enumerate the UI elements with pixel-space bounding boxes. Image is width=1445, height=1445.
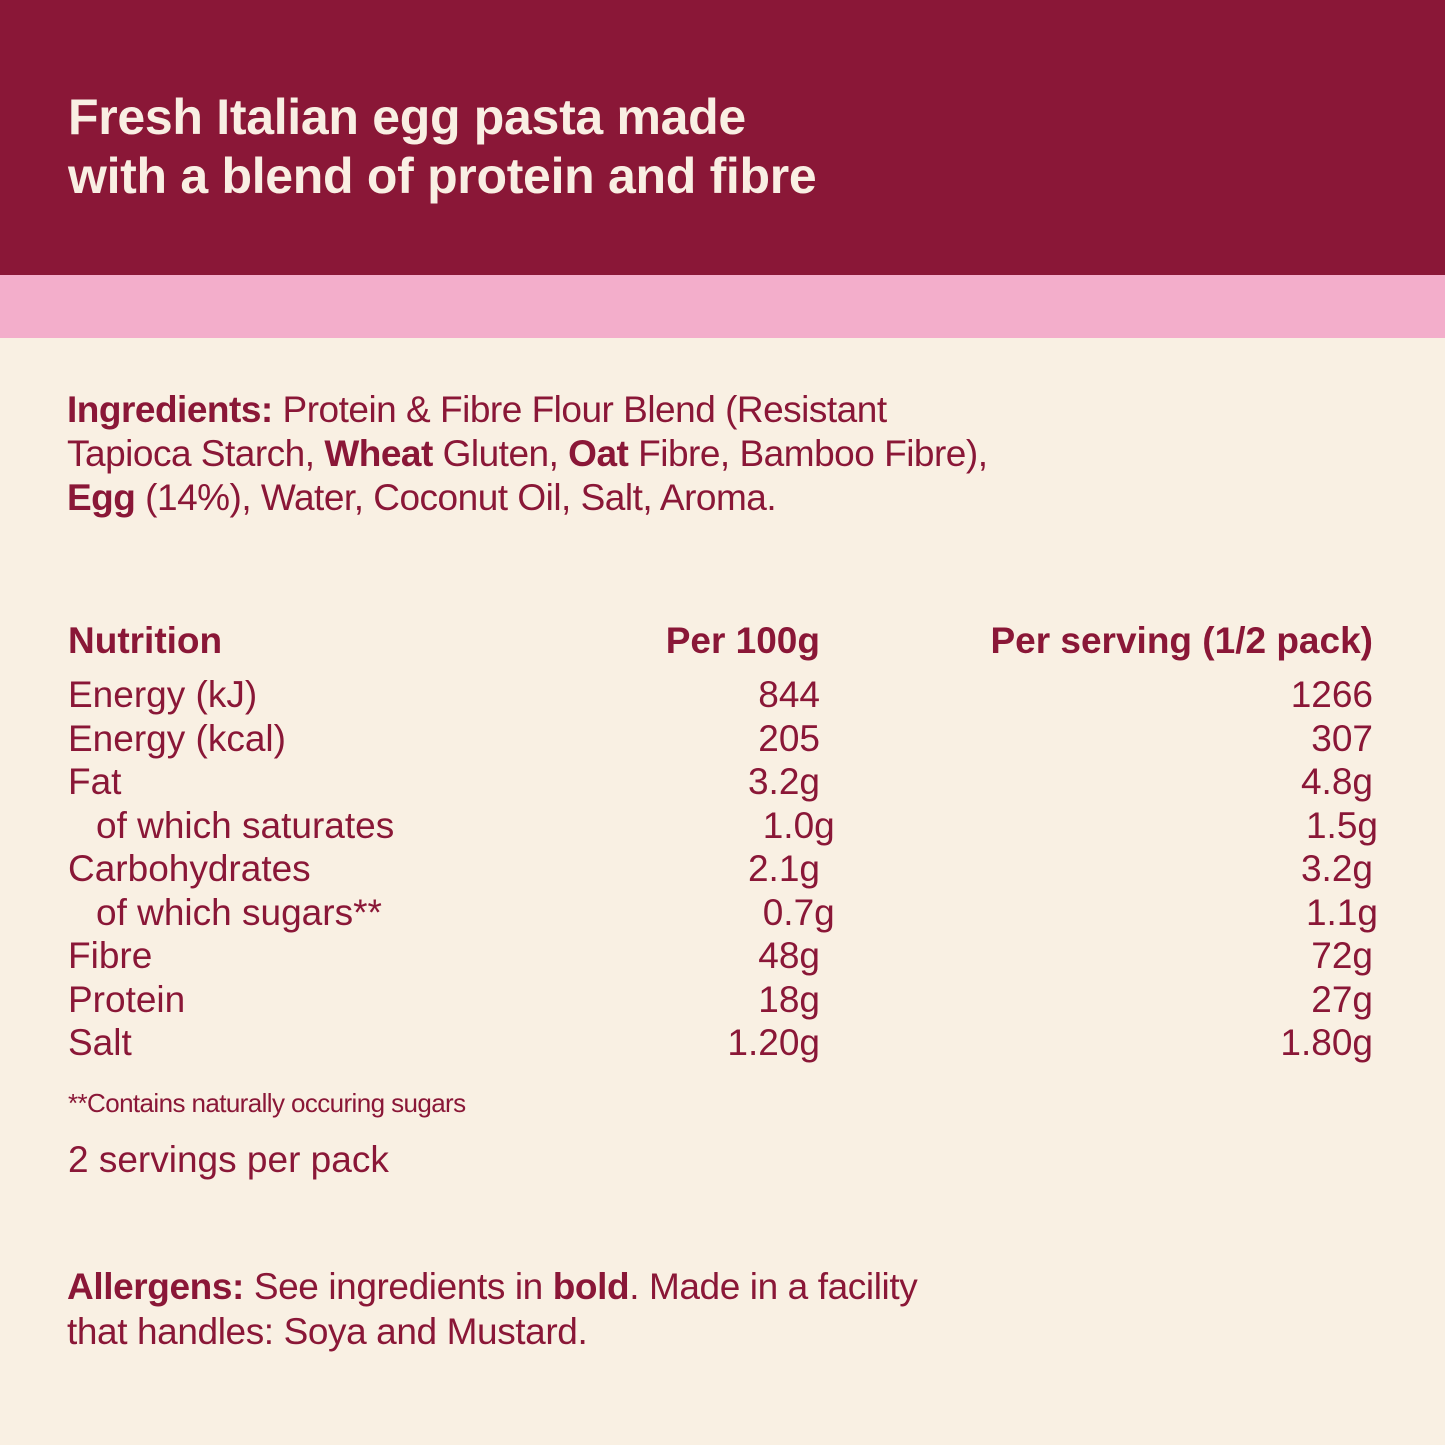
per-100g-value: 1.20g [727, 1022, 820, 1063]
ingredients-text-4: (14%), Water, Coconut Oil, Salt, Aroma. [135, 477, 777, 518]
nutrition-row-carbohydrates: Carbohydrates 2.1g 3.2g [68, 847, 1378, 891]
per-serving-value: 1266 [1290, 674, 1373, 715]
per-serving-value: 307 [1311, 717, 1373, 759]
nutrition-row-fat: Fat 3.2g 4.8g [68, 760, 1378, 804]
per-100g-value: 205 [758, 717, 820, 759]
nutrition-row-fibre: Fibre 48g 72g [68, 934, 1378, 978]
accent-band [0, 275, 1445, 338]
nutrition-header-label: Nutrition [68, 620, 223, 661]
nutrition-row-salt: Salt 1.20g 1.80g [68, 1021, 1378, 1065]
per-100g-value: 844 [758, 674, 820, 715]
nutrient-label: Energy (kJ) [68, 674, 258, 715]
nutrient-label: of which saturates [96, 804, 395, 846]
nutrient-label: Energy (kcal) [68, 717, 286, 759]
nutrient-label: Carbohydrates [68, 848, 311, 889]
ingredients-label: Ingredients: [67, 389, 273, 430]
per-serving-value: 1.80g [1280, 1022, 1373, 1063]
ingredients-text-3: Fibre, Bamboo Fibre), [628, 433, 988, 474]
per-100g-value: 2.1g [747, 848, 820, 889]
per-100g-value: 18g [758, 978, 820, 1020]
per-100g-value: 0.7g [762, 891, 835, 933]
allergens-text-1: See ingredients in [243, 1266, 553, 1307]
nutrient-label: Fat [68, 761, 122, 802]
ingredients-text-1: Protein & Fibre Flour Blend (Resistant T… [67, 389, 887, 474]
product-headline: Fresh Italian egg pasta made with a blen… [68, 88, 817, 206]
allergen-egg: Egg [67, 477, 136, 518]
allergen-wheat: Wheat [324, 433, 433, 474]
nutrient-label: Fibre [68, 935, 153, 976]
servings-per-pack: 2 servings per pack [68, 1139, 389, 1180]
header-band: Fresh Italian egg pasta made with a blen… [0, 0, 1445, 275]
nutrition-row-saturates: of which saturates 1.0g 1.5g [68, 804, 1378, 848]
nutrition-row-protein: Protein 18g 27g [68, 978, 1378, 1022]
headline-line-1: Fresh Italian egg pasta made [68, 89, 746, 145]
per-serving-value: 27g [1311, 978, 1373, 1020]
nutrition-row-sugars: of which sugars** 0.7g 1.1g [68, 891, 1378, 935]
nutrition-header-row: Nutrition Per 100g Per serving (1/2 pack… [68, 613, 1378, 673]
per-100g-header: Per 100g [665, 620, 820, 661]
per-100g-value: 1.0g [762, 804, 835, 846]
per-serving-header: Per serving (1/2 pack) [990, 620, 1373, 661]
per-serving-value: 1.1g [1305, 891, 1378, 933]
per-100g-value: 3.2g [747, 761, 820, 802]
per-serving-value: 72g [1311, 935, 1373, 976]
allergen-oat: Oat [568, 433, 629, 474]
per-100g-value: 48g [758, 935, 820, 976]
nutrition-table: Nutrition Per 100g Per serving (1/2 pack… [68, 613, 1378, 1065]
ingredients-text-2: Gluten, [432, 433, 569, 474]
allergens-label: Allergens: [67, 1266, 244, 1307]
nutrition-row-energy-kj: Energy (kJ) 844 1266 [68, 673, 1378, 717]
headline-line-2: with a blend of protein and fibre [68, 148, 817, 204]
allergens-paragraph: Allergens: See ingredients in bold. Made… [67, 1264, 927, 1354]
per-serving-value: 4.8g [1300, 761, 1373, 802]
ingredients-paragraph: Ingredients: Protein & Fibre Flour Blend… [67, 388, 1007, 520]
per-serving-value: 1.5g [1305, 804, 1378, 846]
nutrition-row-energy-kcal: Energy (kcal) 205 307 [68, 717, 1378, 761]
nutrient-label: Salt [68, 1022, 132, 1063]
sugars-footnote: **Contains naturally occuring sugars [68, 1088, 466, 1118]
allergens-bold-word: bold [552, 1266, 630, 1307]
allergens-text-2: . Made in a facility that handles: Soya … [67, 1266, 918, 1352]
nutrient-label: Protein [68, 978, 186, 1020]
nutrient-label: of which sugars** [96, 891, 382, 933]
per-serving-value: 3.2g [1300, 848, 1373, 889]
